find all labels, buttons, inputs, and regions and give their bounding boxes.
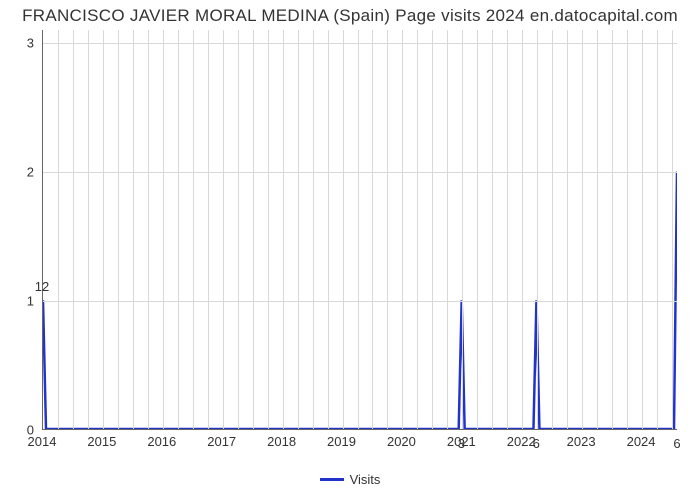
chart-container: FRANCISCO JAVIER MORAL MEDINA (Spain) Pa… bbox=[0, 0, 700, 500]
gridline-v bbox=[223, 30, 224, 429]
data-point-label: 6 bbox=[533, 436, 540, 451]
gridline-v bbox=[238, 30, 239, 429]
x-tick-label: 2019 bbox=[327, 434, 356, 449]
gridline-v bbox=[627, 30, 628, 429]
x-tick-label: 2023 bbox=[567, 434, 596, 449]
gridline-v bbox=[372, 30, 373, 429]
gridline-v bbox=[283, 30, 284, 429]
gridline-v bbox=[642, 30, 643, 429]
gridline-v bbox=[492, 30, 493, 429]
gridline-v bbox=[462, 30, 463, 429]
gridline-v bbox=[657, 30, 658, 429]
gridline-v bbox=[298, 30, 299, 429]
x-tick-label: 2017 bbox=[207, 434, 236, 449]
legend-swatch bbox=[320, 478, 344, 481]
x-tick-label: 2018 bbox=[267, 434, 296, 449]
x-tick-label: 2020 bbox=[387, 434, 416, 449]
x-tick-label: 2024 bbox=[627, 434, 656, 449]
gridline-v bbox=[612, 30, 613, 429]
gridline-v bbox=[268, 30, 269, 429]
gridline-v bbox=[133, 30, 134, 429]
gridline-v bbox=[417, 30, 418, 429]
chart-title: FRANCISCO JAVIER MORAL MEDINA (Spain) Pa… bbox=[0, 6, 700, 26]
gridline-v bbox=[178, 30, 179, 429]
x-tick-label: 2016 bbox=[147, 434, 176, 449]
x-tick-label: 2022 bbox=[507, 434, 536, 449]
legend-label: Visits bbox=[350, 472, 381, 487]
legend: Visits bbox=[0, 468, 700, 487]
gridline-v bbox=[148, 30, 149, 429]
gridline-v bbox=[537, 30, 538, 429]
y-tick-label: 3 bbox=[0, 35, 34, 50]
gridline-v bbox=[103, 30, 104, 429]
gridline-v bbox=[313, 30, 314, 429]
data-point-label: 3 bbox=[458, 436, 465, 451]
gridline-v bbox=[253, 30, 254, 429]
gridline-v bbox=[567, 30, 568, 429]
gridline-v bbox=[672, 30, 673, 429]
gridline-v bbox=[582, 30, 583, 429]
y-tick-label: 2 bbox=[0, 164, 34, 179]
gridline-v bbox=[597, 30, 598, 429]
gridline-v bbox=[552, 30, 553, 429]
gridline-v bbox=[402, 30, 403, 429]
gridline-v bbox=[343, 30, 344, 429]
gridline-v bbox=[58, 30, 59, 429]
plot-area bbox=[42, 30, 677, 430]
gridline-v bbox=[163, 30, 164, 429]
gridline-v bbox=[507, 30, 508, 429]
gridline-v bbox=[208, 30, 209, 429]
gridline-v bbox=[447, 30, 448, 429]
gridline-v bbox=[328, 30, 329, 429]
gridline-v bbox=[358, 30, 359, 429]
gridline-v bbox=[73, 30, 74, 429]
gridline-v bbox=[387, 30, 388, 429]
data-point-label: 12 bbox=[35, 279, 49, 294]
gridline-v bbox=[432, 30, 433, 429]
gridline-v bbox=[477, 30, 478, 429]
x-tick-label: 2014 bbox=[28, 434, 57, 449]
gridline-v bbox=[118, 30, 119, 429]
gridline-v bbox=[522, 30, 523, 429]
data-point-label: 6 bbox=[673, 436, 680, 451]
y-tick-label: 1 bbox=[0, 293, 34, 308]
x-tick-label: 2015 bbox=[87, 434, 116, 449]
gridline-v bbox=[88, 30, 89, 429]
gridline-v bbox=[193, 30, 194, 429]
